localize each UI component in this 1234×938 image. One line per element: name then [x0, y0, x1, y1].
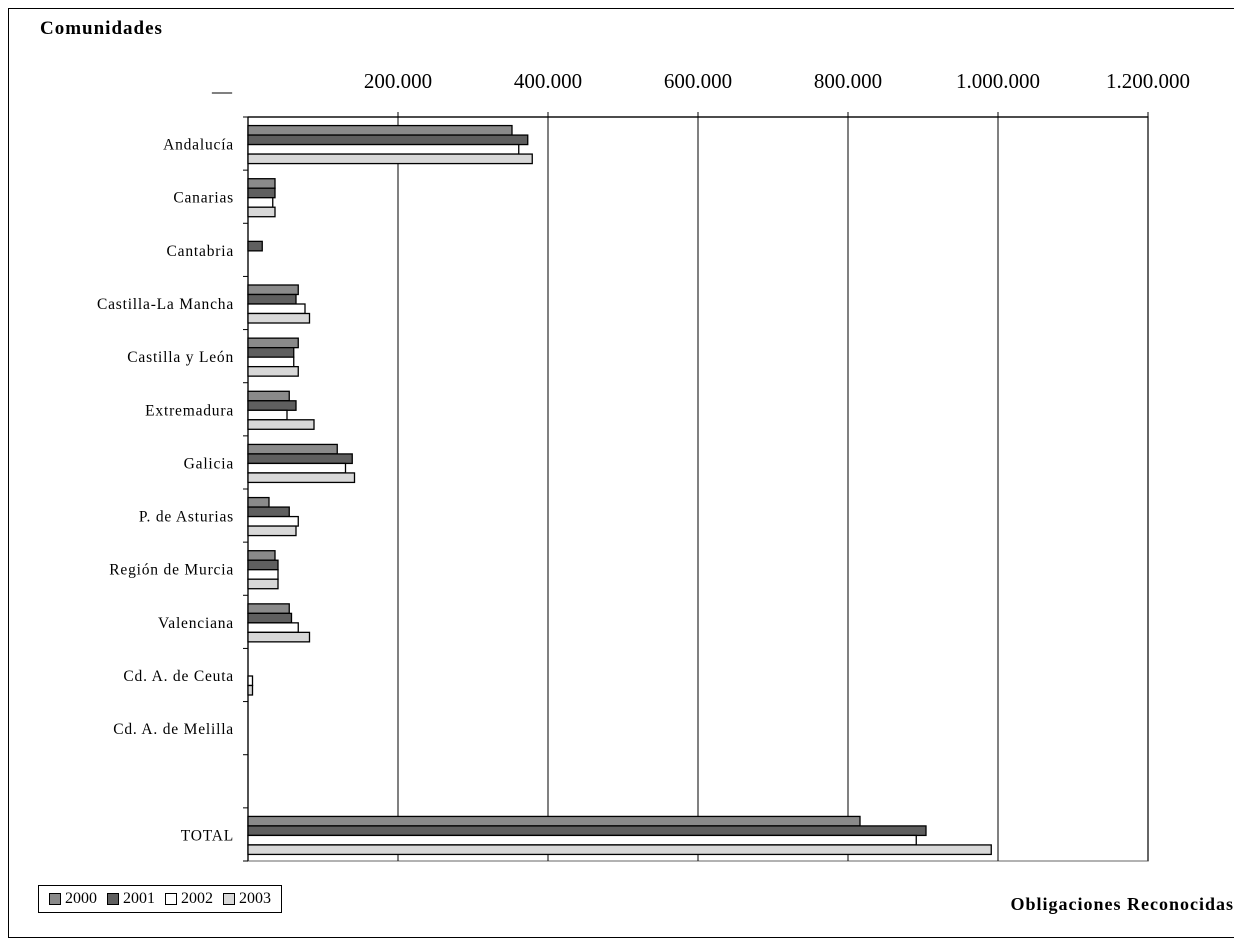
bar-2002	[247, 834, 917, 846]
legend-item-2000: 2000	[49, 890, 97, 908]
bar-2002	[247, 303, 306, 315]
bar-2002	[247, 515, 299, 527]
bar-2001	[247, 612, 293, 624]
bar-2002	[247, 143, 520, 155]
bar-2000	[247, 390, 290, 402]
legend-label-2001: 2001	[123, 890, 155, 907]
bar-2002	[247, 409, 288, 421]
bar-2000	[247, 337, 299, 349]
legend-swatch-2000	[49, 893, 61, 905]
bar-2001	[247, 825, 927, 837]
bar-2001	[247, 453, 353, 465]
legend-label-2000: 2000	[65, 890, 97, 907]
x-axis-label: Obligaciones Reconocidas	[1010, 894, 1234, 914]
legend-swatch-2002	[165, 893, 177, 905]
legend-swatch-2003	[223, 893, 235, 905]
category-label: Galicia	[184, 455, 234, 472]
bar-2001	[247, 240, 263, 252]
bar-2003	[247, 844, 992, 856]
bar-2001	[247, 506, 290, 518]
legend-label-2002: 2002	[181, 890, 213, 907]
bar-2003	[247, 206, 276, 218]
bar-2002	[247, 462, 347, 474]
category-label: Región de Murcia	[109, 562, 234, 579]
bar-2002	[247, 675, 254, 687]
bar-2003	[247, 472, 356, 484]
category-label: Valenciana	[158, 615, 234, 632]
legend: 2000 2001 2002 2003	[38, 885, 282, 913]
legend-item-2002: 2002	[165, 890, 213, 908]
bar-2001	[247, 346, 295, 358]
bar-2000	[247, 496, 270, 508]
bar-2003	[247, 525, 297, 537]
category-label: TOTAL	[181, 827, 234, 844]
x-tick-label: 1.000.000	[956, 69, 1040, 93]
x-tick-label: 1.200.000	[1106, 69, 1190, 93]
bar-2003	[247, 684, 254, 696]
bar-2001	[247, 293, 297, 305]
bar-2002	[247, 356, 295, 368]
bar-2000	[247, 124, 513, 136]
bar-2002	[247, 569, 279, 580]
bar-2003	[247, 365, 299, 377]
bar-2000	[247, 550, 276, 561]
bar-2003	[247, 419, 315, 430]
category-label: P. de Asturias	[139, 509, 234, 526]
bar-2003	[247, 312, 311, 324]
x-tick-label: 800.000	[814, 69, 882, 93]
category-label: Extremadura	[145, 402, 234, 419]
category-label: Castilla y León	[127, 349, 234, 366]
legend-item-2003: 2003	[223, 890, 271, 908]
bar-2000	[247, 815, 861, 827]
legend-item-2001: 2001	[107, 890, 155, 908]
bar-2002	[247, 622, 299, 634]
x-tick-label: 200.000	[364, 69, 432, 93]
bar-2001	[247, 187, 276, 199]
bar-2000	[247, 284, 299, 296]
x-tick-label: 600.000	[664, 69, 732, 93]
bar-2001	[247, 559, 279, 571]
category-label: Cd. A. de Melilla	[113, 721, 234, 738]
bar-2001	[247, 400, 297, 411]
chart-title: Comunidades	[40, 18, 163, 39]
bar-2000	[247, 443, 338, 455]
bar-2003	[247, 153, 533, 165]
bar-2000	[247, 603, 290, 615]
legend-label-2003: 2003	[239, 890, 271, 907]
legend-swatch-2001	[107, 893, 119, 905]
bar-2000	[247, 178, 276, 189]
bar-2001	[247, 134, 529, 146]
category-label: Canarias	[173, 190, 234, 207]
category-label: Andalucía	[163, 137, 234, 154]
corner-label: __	[212, 74, 232, 96]
bar-2003	[247, 578, 279, 590]
bar-2002	[247, 197, 274, 208]
bar-2003	[247, 631, 311, 643]
category-label: Cd. A. de Ceuta	[123, 668, 234, 685]
category-label: Castilla-La Mancha	[97, 296, 234, 313]
x-tick-label: 400.000	[514, 69, 582, 93]
category-label: Cantabria	[167, 243, 234, 260]
